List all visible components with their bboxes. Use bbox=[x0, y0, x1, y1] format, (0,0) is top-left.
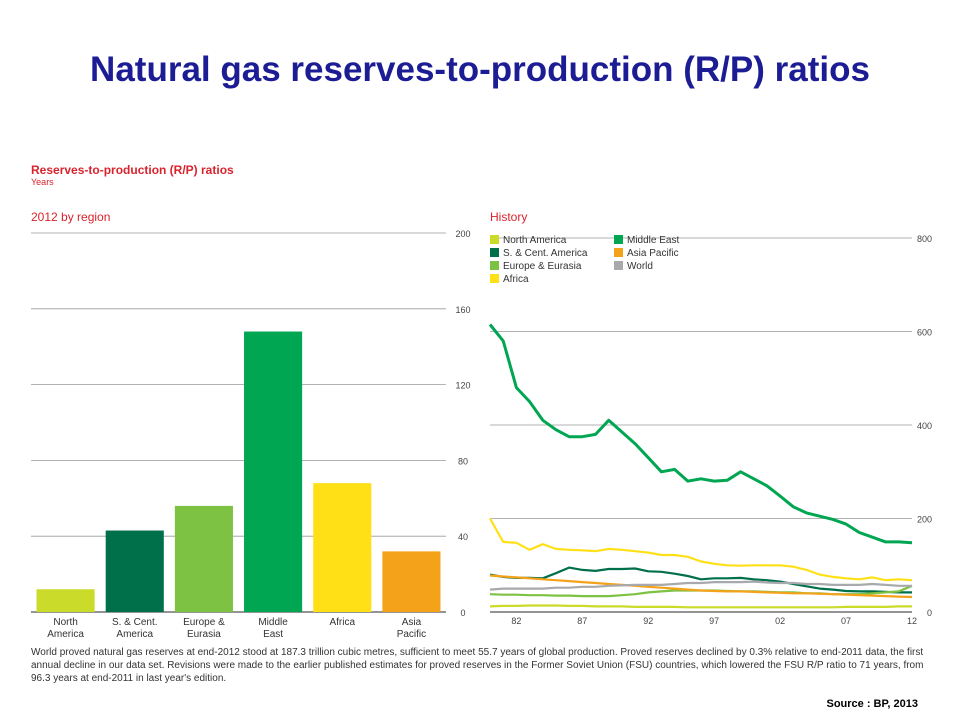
legend-swatch bbox=[490, 235, 499, 244]
bar-chart-title: 2012 by region bbox=[31, 210, 111, 224]
bar-3 bbox=[244, 331, 303, 612]
line-x-tick-label: 97 bbox=[709, 616, 719, 626]
legend-label: North America bbox=[503, 235, 567, 246]
series-line-north-america bbox=[489, 604, 912, 609]
bar-category-label: North bbox=[53, 617, 77, 628]
line-x-tick-label: 87 bbox=[577, 616, 587, 626]
bar-category-label: Africa bbox=[329, 617, 355, 628]
bar-category-label: Asia bbox=[402, 617, 422, 628]
line-chart-title: History bbox=[490, 210, 528, 224]
legend-item: Africa bbox=[490, 274, 529, 287]
legend-swatch bbox=[614, 235, 623, 244]
series-line-world bbox=[489, 580, 912, 591]
legend-label: Europe & Eurasia bbox=[503, 261, 582, 272]
bar-y-tick-label: 0 bbox=[460, 608, 465, 618]
series-line-s-cent-america bbox=[489, 566, 912, 594]
bar-2 bbox=[174, 505, 233, 612]
line-x-tick-label: 02 bbox=[775, 616, 785, 626]
bar-y-tick-label: 80 bbox=[458, 456, 468, 466]
bar-4 bbox=[313, 483, 372, 612]
legend-swatch bbox=[614, 248, 623, 257]
bar-y-tick-label: 120 bbox=[455, 381, 470, 391]
line-x-tick-label: 07 bbox=[841, 616, 851, 626]
bar-1 bbox=[105, 530, 164, 612]
bar-0 bbox=[36, 589, 95, 612]
legend-item: S. & Cent. America bbox=[490, 248, 587, 261]
bar-category-label: East bbox=[263, 629, 283, 640]
bar-y-tick-label: 40 bbox=[458, 532, 468, 542]
legend-label: Asia Pacific bbox=[627, 248, 679, 259]
bar-y-tick-label: 160 bbox=[455, 305, 470, 315]
legend-swatch bbox=[614, 261, 623, 270]
bar-category-label: Eurasia bbox=[187, 629, 221, 640]
bar-category-label: Middle bbox=[258, 617, 288, 628]
bar-category-label: America bbox=[116, 629, 153, 640]
line-y-tick-label: 400 bbox=[917, 421, 932, 431]
bar-category-label: Europe & bbox=[183, 617, 225, 628]
line-y-tick-label: 200 bbox=[917, 515, 932, 525]
legend-item: North America bbox=[490, 235, 566, 248]
bar-5 bbox=[382, 551, 441, 612]
legend-label: S. & Cent. America bbox=[503, 248, 588, 259]
bar-category-label: America bbox=[47, 629, 84, 640]
bar-category-label: Pacific bbox=[397, 629, 426, 640]
series-line-asia-pacific bbox=[489, 574, 913, 599]
legend-item: World bbox=[614, 261, 653, 274]
legend-swatch bbox=[490, 261, 499, 270]
legend-swatch bbox=[490, 274, 499, 283]
chart-title: Reserves-to-production (R/P) ratios bbox=[31, 163, 234, 177]
legend-label: World bbox=[627, 261, 653, 272]
legend-swatch bbox=[490, 248, 499, 257]
line-x-tick-label: 92 bbox=[643, 616, 653, 626]
series-line-middle-east bbox=[488, 323, 913, 545]
line-y-tick-label: 600 bbox=[917, 328, 932, 338]
line-x-tick-label: 82 bbox=[511, 616, 521, 626]
slide-title: Natural gas reserves-to-production (R/P)… bbox=[90, 50, 870, 89]
legend-item: Asia Pacific bbox=[614, 248, 679, 261]
line-y-tick-label: 0 bbox=[927, 608, 932, 618]
series-line-africa bbox=[489, 517, 913, 582]
footnote: World proved natural gas reserves at end… bbox=[31, 647, 924, 684]
bar-category-label: S. & Cent. bbox=[112, 617, 158, 628]
source-note: Source : BP, 2013 bbox=[826, 698, 918, 710]
legend-item: Europe & Eurasia bbox=[490, 261, 581, 274]
chart-unit: Years bbox=[31, 177, 54, 187]
legend-label: Middle East bbox=[627, 235, 680, 246]
bar-y-tick-label: 200 bbox=[455, 229, 470, 239]
legend-label: Africa bbox=[503, 274, 529, 285]
line-x-tick-label: 12 bbox=[907, 616, 917, 626]
legend-item: Middle East bbox=[614, 235, 679, 248]
line-y-tick-label: 800 bbox=[917, 234, 932, 244]
